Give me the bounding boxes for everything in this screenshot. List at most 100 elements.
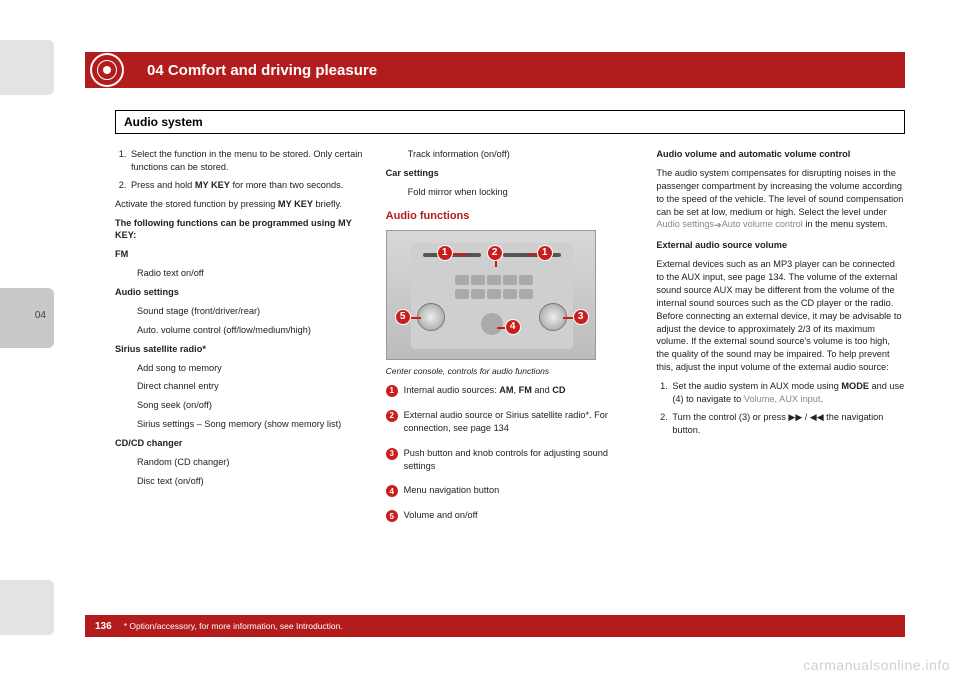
tab-shape (0, 580, 54, 635)
legend-badge: 2 (386, 410, 398, 422)
menu-path: Audio settings (656, 219, 714, 229)
text: Set the audio system in AUX mode using (672, 381, 841, 391)
bold-text: MODE (841, 381, 869, 391)
group-label: CD/CD changer (115, 437, 364, 450)
leader-line (411, 317, 421, 319)
volume-knob (417, 303, 445, 331)
group-label: Sirius satellite radio* (115, 343, 364, 356)
legend-item: 5 Volume and on/off (386, 509, 635, 528)
watermark: carmanualsonline.info (803, 657, 950, 673)
paragraph: External devices such as an MP3 player c… (656, 258, 905, 374)
header-bar: 04 Comfort and driving pleasure (85, 52, 905, 88)
group-label: Audio settings (115, 286, 364, 299)
nav-button (481, 313, 503, 335)
marker-1b: 1 (537, 245, 553, 261)
sub-heading: The following functions can be programme… (115, 217, 364, 243)
tab-label: 04 (35, 310, 46, 321)
instruction-list: Set the audio system in AUX mode using M… (656, 380, 905, 437)
legend-badge: 5 (386, 510, 398, 522)
list-item: Radio text on/off (115, 267, 364, 280)
marker-3: 3 (573, 309, 589, 325)
figure-caption: Center console, controls for audio funct… (386, 366, 635, 378)
console-button (471, 289, 485, 299)
tab-shape (0, 40, 54, 95)
text: briefly. (313, 199, 342, 209)
text: Turn the control (3) or press (672, 412, 788, 422)
console-button (455, 275, 469, 285)
legend-item: 3 Push button and knob controls for adju… (386, 447, 635, 479)
column-3: Audio volume and automatic volume contro… (656, 148, 905, 588)
sub-heading: External audio source volume (656, 239, 905, 252)
text: Internal audio sources: (404, 385, 500, 395)
tab-active: 04 (0, 288, 54, 348)
text: . (820, 394, 823, 404)
section-title: Audio system (115, 110, 905, 134)
bold-text: CD (552, 385, 565, 395)
list-item: Track information (on/off) (386, 148, 635, 161)
list-item: Fold mirror when locking (386, 186, 635, 199)
console-button (455, 289, 469, 299)
list-item: Set the audio system in AUX mode using M… (670, 380, 905, 406)
list-item: Song seek (on/off) (115, 399, 364, 412)
paragraph: Activate the stored function by pressing… (115, 198, 364, 211)
text: for more than two seconds. (230, 180, 343, 190)
column-2: Track information (on/off) Car settings … (386, 148, 635, 588)
leader-line (495, 261, 497, 267)
paragraph: The audio system compensates for disrupt… (656, 167, 905, 231)
text: Press and hold (131, 180, 195, 190)
console-button (519, 289, 533, 299)
console-button (471, 275, 485, 285)
legend-item: 4 Menu navigation button (386, 484, 635, 503)
list-item: Random (CD changer) (115, 456, 364, 469)
arrow-icon: ➔ (714, 219, 722, 232)
console-button (503, 275, 517, 285)
list-item: Disc text (on/off) (115, 475, 364, 488)
chapter-title: 04 Comfort and driving pleasure (147, 62, 377, 79)
chapter-icon (90, 53, 124, 87)
footer-bar: 136 * Option/accessory, for more informa… (85, 615, 905, 637)
legend-text: Volume and on/off (404, 509, 635, 522)
list-item: Auto. volume control (off/low/medium/hig… (115, 324, 364, 337)
group-label: Car settings (386, 167, 635, 180)
group-label: FM (115, 248, 364, 261)
legend-text: Internal audio sources: AM, FM and CD (404, 384, 635, 397)
section-heading: Audio functions (386, 209, 635, 224)
instruction-list: Select the function in the menu to be st… (115, 148, 364, 192)
marker-1: 1 (437, 245, 453, 261)
page-number: 136 (95, 621, 112, 632)
bold-text: MY KEY (278, 199, 313, 209)
bold-text: FM (519, 385, 532, 395)
menu-path: Volume, AUX input (744, 394, 821, 404)
footer-note: * Option/accessory, for more information… (124, 621, 343, 631)
list-item: Sirius settings – Song memory (show memo… (115, 418, 364, 431)
text: Activate the stored function by pressing (115, 199, 278, 209)
marker-5: 5 (395, 309, 411, 325)
legend-item: 2 External audio source or Sirius satell… (386, 409, 635, 441)
legend-item: 1 Internal audio sources: AM, FM and CD (386, 384, 635, 403)
bold-text: MY KEY (195, 180, 230, 190)
bold-text: AM (499, 385, 513, 395)
sub-heading: Audio volume and automatic volume contro… (656, 148, 905, 161)
legend-badge: 3 (386, 448, 398, 460)
legend-text: External audio source or Sirius satellit… (404, 409, 635, 435)
content: Select the function in the menu to be st… (115, 148, 905, 588)
left-tabs: 04 (0, 0, 60, 679)
center-console-figure: 1 2 1 5 4 3 (386, 230, 596, 360)
menu-path: Auto volume control (722, 219, 803, 229)
list-item: Press and hold MY KEY for more than two … (129, 179, 364, 192)
text: and (532, 385, 552, 395)
console-button (519, 275, 533, 285)
list-item: Add song to memory (115, 362, 364, 375)
leader-line (453, 253, 467, 255)
column-1: Select the function in the menu to be st… (115, 148, 364, 588)
console-button (487, 275, 501, 285)
list-item: Direct channel entry (115, 380, 364, 393)
marker-4: 4 (505, 319, 521, 335)
legend-text: Push button and knob controls for adjust… (404, 447, 635, 473)
legend-text: Menu navigation button (404, 484, 635, 497)
list-item: Turn the control (3) or press ▶▶ / ◀◀ th… (670, 411, 905, 437)
console-button (503, 289, 517, 299)
list-item: Select the function in the menu to be st… (129, 148, 364, 174)
marker-2: 2 (487, 245, 503, 261)
legend-badge: 1 (386, 385, 398, 397)
